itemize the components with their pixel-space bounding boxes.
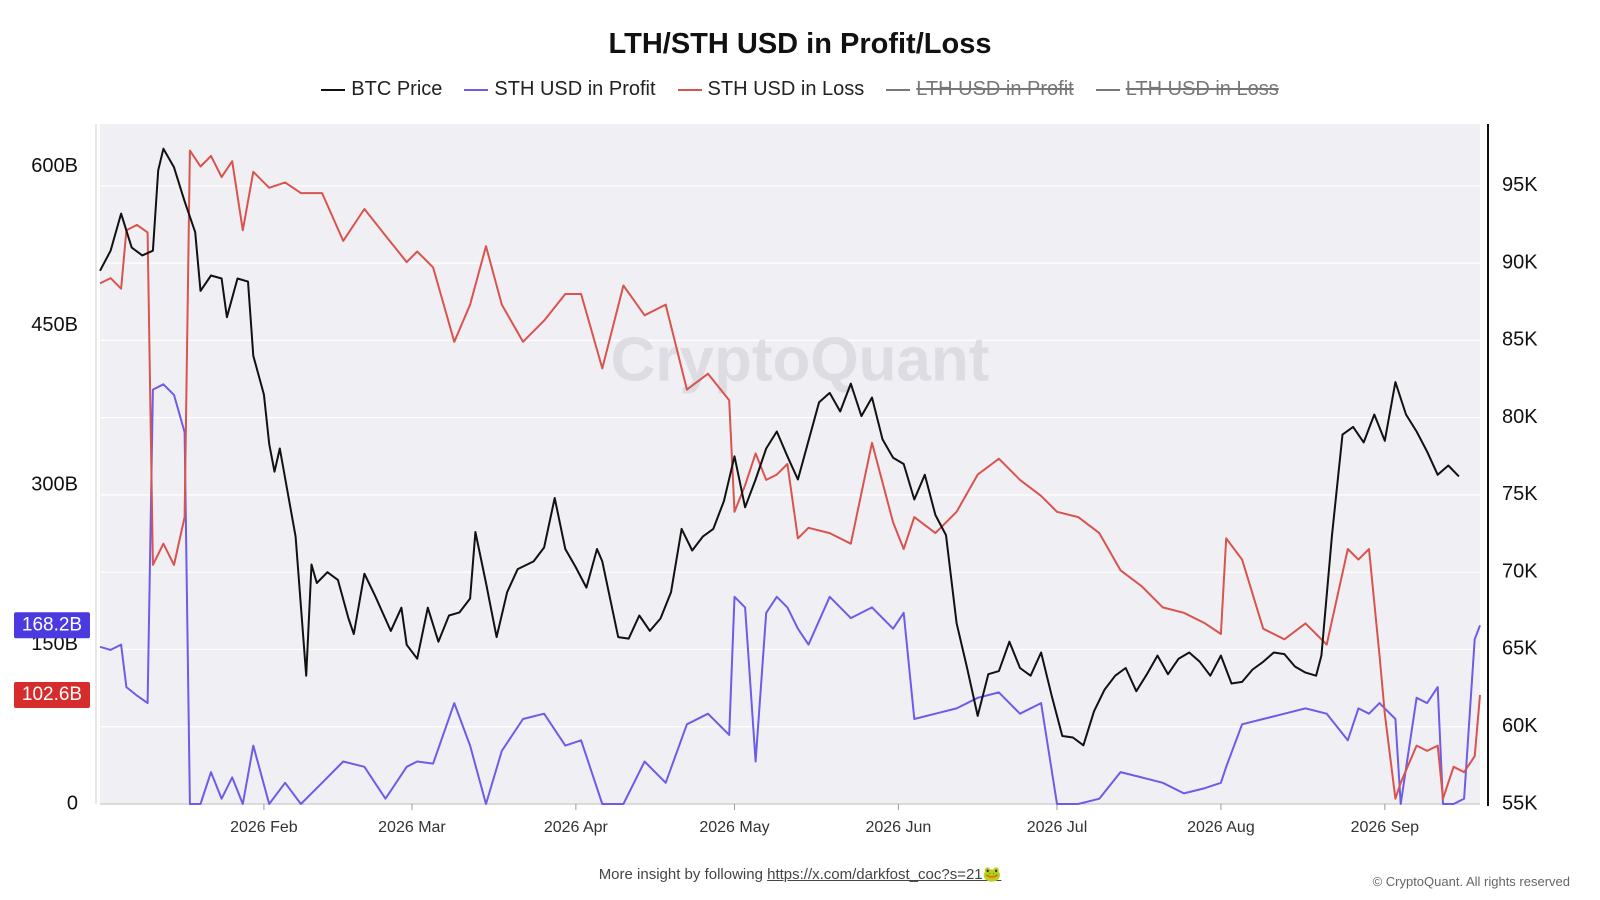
legend-item[interactable]: LTH USD in Loss xyxy=(1095,78,1279,101)
legend-label: BTC Price xyxy=(351,78,443,100)
legend: BTC Price STH USD in Profit STH USD in Los… xyxy=(0,78,1600,101)
y-left-tick-label: 150B xyxy=(31,633,78,655)
series-line-sth-usd-in-profit xyxy=(99,383,1481,805)
y-right-tick-label: 95K xyxy=(1502,174,1538,196)
x-tick-label: 2026 May xyxy=(699,819,769,836)
y-right-tick-label: 80K xyxy=(1502,406,1538,428)
y-left-tick-label: 0 xyxy=(67,792,78,814)
footer-link[interactable]: https://x.com/darkfost_coc?s=21🐸 xyxy=(767,866,1002,883)
legend-label: STH USD in Loss xyxy=(707,78,865,100)
legend-swatch xyxy=(886,88,911,91)
value-badge-label: 102.6B xyxy=(22,684,82,705)
footer-prefix: More insight by following xyxy=(598,866,768,883)
y-left-tick-label: 450B xyxy=(31,314,78,336)
x-tick-label: 2026 Mar xyxy=(378,819,446,836)
legend-label: LTH USD in Loss xyxy=(1125,78,1279,100)
legend-swatch xyxy=(677,88,702,91)
x-tick-label: 2026 Sep xyxy=(1351,819,1420,836)
legend-item[interactable]: STH USD in Loss xyxy=(677,78,865,101)
legend-swatch xyxy=(1095,88,1120,91)
y-left-tick-label: 600B xyxy=(31,155,78,177)
y-left-tick-label: 300B xyxy=(31,474,78,496)
y-right-tick-label: 75K xyxy=(1502,483,1538,505)
x-tick-label: 2026 Apr xyxy=(544,819,609,836)
footer-note: More insight by following https://x.com/… xyxy=(0,865,1600,883)
legend-swatch xyxy=(321,88,346,91)
legend-label: STH USD in Profit xyxy=(494,78,656,100)
watermark: CryptoQuant xyxy=(611,325,990,394)
y-right-tick-label: 60K xyxy=(1502,715,1538,737)
x-tick-label: 2026 Aug xyxy=(1187,819,1255,836)
x-tick-label: 2026 Jun xyxy=(865,819,931,836)
value-badge-label: 168.2B xyxy=(22,614,82,635)
value-badge xyxy=(14,681,90,708)
y-right-tick-label: 55K xyxy=(1502,792,1538,814)
legend-item[interactable]: STH USD in Profit xyxy=(464,78,656,101)
series-line-btc-price xyxy=(99,147,1460,747)
x-tick-label: 2026 Jul xyxy=(1027,819,1088,836)
copyright-notice: © CryptoQuant. All rights reserved xyxy=(1372,874,1570,889)
chart-title: LTH/STH USD in Profit/Loss xyxy=(608,28,992,60)
y-right-tick-label: 90K xyxy=(1502,251,1538,273)
y-right-tick-label: 85K xyxy=(1502,329,1538,351)
legend-label: LTH USD in Profit xyxy=(916,78,1074,100)
value-badge xyxy=(14,612,90,639)
y-right-tick-label: 70K xyxy=(1502,560,1538,582)
legend-item[interactable]: BTC Price xyxy=(321,78,442,101)
legend-item[interactable]: LTH USD in Profit xyxy=(886,78,1074,101)
x-tick-label: 2026 Feb xyxy=(230,819,298,836)
y-right-tick-label: 65K xyxy=(1502,638,1538,660)
legend-swatch xyxy=(464,88,489,91)
